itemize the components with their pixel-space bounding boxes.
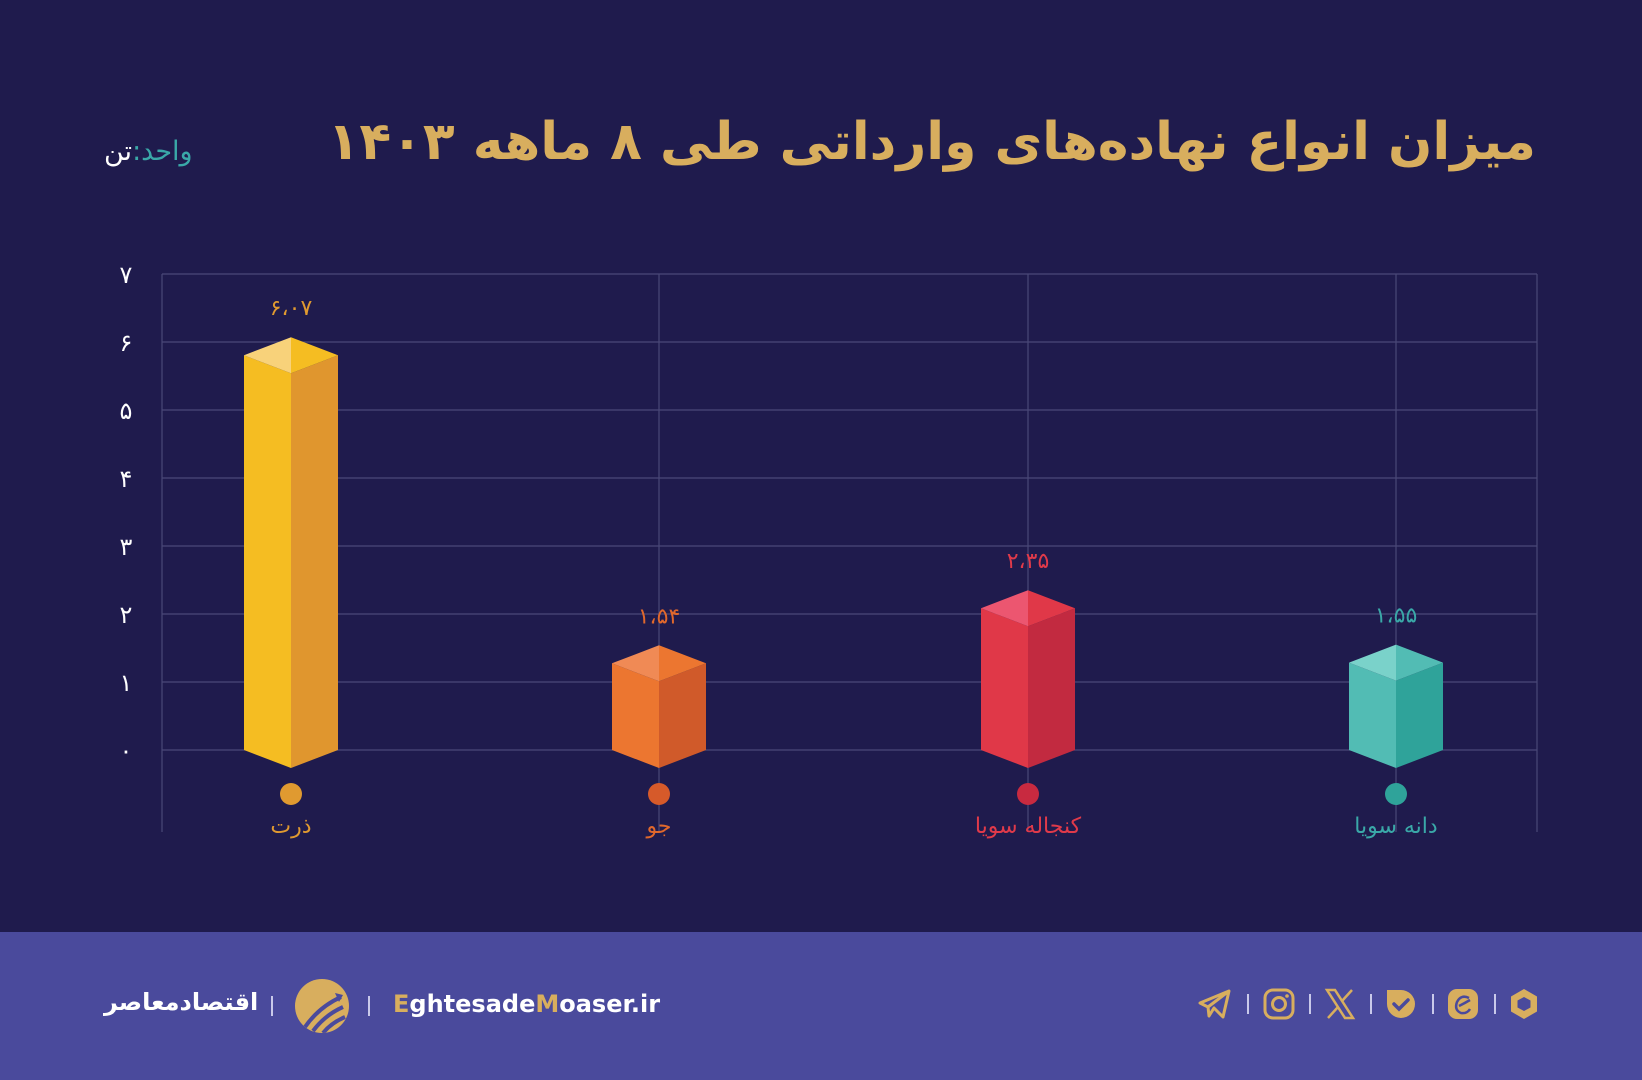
y-tick-label: ۰ xyxy=(120,737,133,765)
unit-label: واحد: xyxy=(132,136,193,167)
bar-chart: ۰ ۱ ۲ ۳ ۴ ۵ ۶ ۷ ۶،۰۷ ذرت ۱،۵۴ جو ۲،۳۵ کنجاله سویا ۱،۵… xyxy=(120,261,1538,839)
category-label: دانه سویا xyxy=(1354,814,1437,839)
divider xyxy=(1247,994,1249,1014)
bar-0: ۶،۰۷ ذرت xyxy=(244,296,338,839)
value-label: ۲،۳۵ xyxy=(1007,549,1050,574)
y-tick-label: ۳ xyxy=(120,533,133,561)
divider xyxy=(1309,994,1311,1014)
y-tick-label: ۷ xyxy=(120,261,133,289)
telegram-icon[interactable] xyxy=(1197,986,1233,1022)
y-tick-label: ۶ xyxy=(120,329,133,357)
category-label: جو xyxy=(646,814,672,839)
footer xyxy=(0,932,1642,1080)
bale-icon[interactable] xyxy=(1383,986,1419,1022)
bar-1: ۱،۵۴ جو xyxy=(612,604,706,839)
y-tick-label: ۴ xyxy=(120,465,133,493)
website-link[interactable]: EghtesadeMoaser.ir xyxy=(393,990,661,1018)
legend-dot xyxy=(1385,783,1407,805)
bar-3: ۱،۵۵ دانه سویا xyxy=(1349,604,1443,839)
chart-title: میزان انواع نهاده‌های وارداتی طی ۸ ماهه … xyxy=(327,112,1537,172)
y-axis: ۰ ۱ ۲ ۳ ۴ ۵ ۶ ۷ xyxy=(120,261,133,765)
legend-dot xyxy=(648,783,670,805)
eitaa-icon[interactable] xyxy=(1445,986,1481,1022)
bars: ۶،۰۷ ذرت ۱،۵۴ جو ۲،۳۵ کنجاله سویا ۱،۵۵ دانه سوی… xyxy=(244,296,1443,839)
value-label: ۱،۵۴ xyxy=(638,604,681,629)
category-label: ذرت xyxy=(270,814,311,839)
y-tick-label: ۵ xyxy=(120,397,133,425)
x-icon[interactable] xyxy=(1322,986,1358,1022)
divider xyxy=(271,996,273,1016)
rubika-icon[interactable] xyxy=(1506,986,1542,1022)
brand-logo-icon xyxy=(295,979,349,1033)
brand-name: اقتصادمعاصر xyxy=(104,988,259,1016)
chart-grid xyxy=(161,273,1538,832)
category-label: کنجاله سویا xyxy=(975,814,1082,839)
y-tick-label: ۲ xyxy=(120,601,133,629)
divider xyxy=(1432,994,1434,1014)
legend-dot xyxy=(280,783,302,805)
unit-caption: واحد:تن xyxy=(104,136,193,167)
legend-dot xyxy=(1017,783,1039,805)
divider xyxy=(1494,994,1496,1014)
value-label: ۱،۵۵ xyxy=(1375,604,1418,629)
unit-value: تن xyxy=(104,136,133,167)
y-tick-label: ۱ xyxy=(120,669,133,697)
divider xyxy=(368,996,370,1016)
value-label: ۶،۰۷ xyxy=(270,296,313,321)
instagram-icon[interactable] xyxy=(1261,986,1297,1022)
bar-2: ۲،۳۵ کنجاله سویا xyxy=(975,549,1082,839)
divider xyxy=(1370,994,1372,1014)
